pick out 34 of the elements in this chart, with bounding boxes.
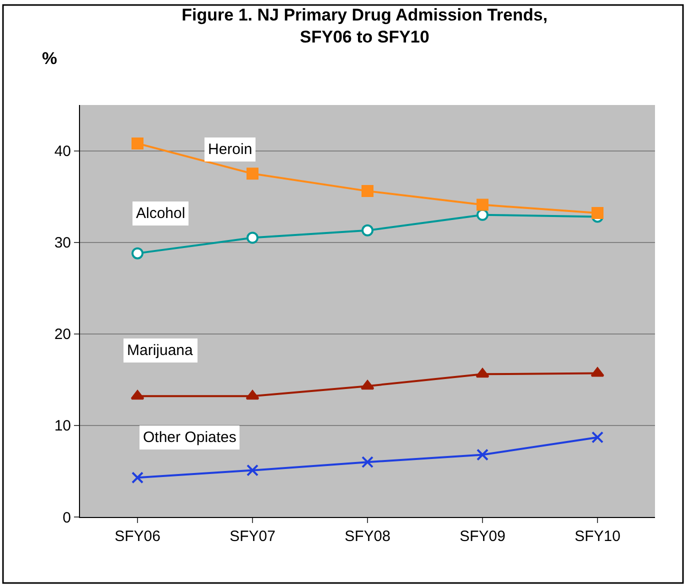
point: [132, 247, 144, 260]
point: [592, 431, 604, 444]
point: [132, 472, 144, 484]
point: [362, 185, 374, 198]
point: [476, 448, 488, 461]
chart-title: Figure 1. NJ Primary Drug Admission Trends, SFY06 to SFY10: [182, 6, 548, 47]
point: [130, 390, 144, 400]
x-tick-label: SFY07: [230, 528, 276, 545]
y-axis-title: %: [42, 49, 58, 68]
series-label: Other Opiates: [143, 429, 236, 446]
x-tick-label: SFY08: [344, 528, 390, 545]
point: [592, 207, 604, 220]
x-tick-label: SFY10: [574, 528, 620, 545]
series-label: Heroin: [208, 141, 252, 158]
point: [590, 367, 604, 377]
point: [246, 168, 258, 180]
point: [476, 198, 488, 211]
point: [360, 380, 374, 390]
text: Marijuana: [127, 342, 194, 359]
y-tick-label: 0: [62, 509, 71, 526]
y-tick-label: 20: [54, 326, 71, 344]
y-tick-label: 40: [54, 143, 71, 160]
point: [246, 390, 260, 400]
point: [246, 232, 258, 244]
x-tick-label: SFY06: [114, 528, 160, 545]
y-tick-label: 30: [54, 234, 71, 252]
point: [132, 137, 144, 150]
point: [362, 456, 374, 468]
point: [246, 464, 258, 476]
point: [362, 224, 374, 236]
y-tick-label: 10: [54, 418, 71, 435]
series-label: Alcohol: [136, 205, 186, 222]
x-tick-label: SFY09: [460, 528, 506, 545]
point: [476, 368, 490, 378]
